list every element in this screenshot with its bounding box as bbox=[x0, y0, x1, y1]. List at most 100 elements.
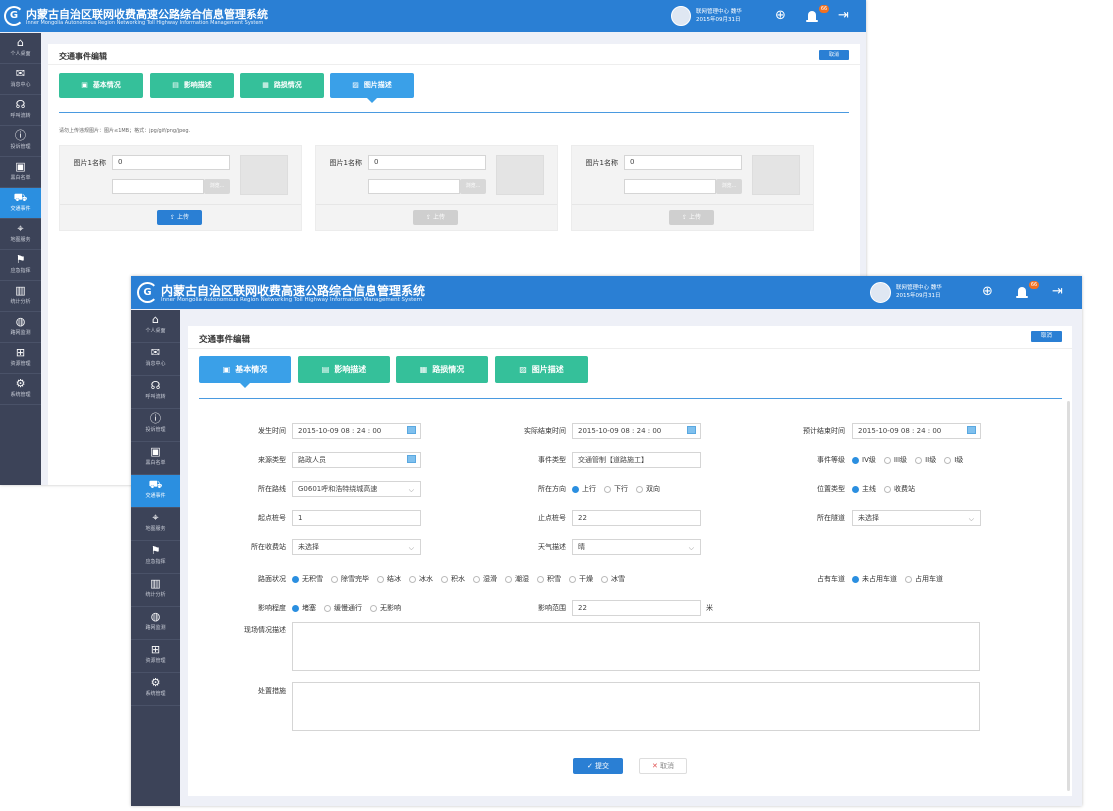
sidebar-item-7[interactable]: ⚑ 应急指挥 bbox=[131, 541, 180, 574]
radio-checked[interactable] bbox=[292, 575, 299, 583]
toll_station-select[interactable]: 未选择 ⌵ bbox=[292, 539, 421, 555]
search-zoom-icon[interactable]: ⊕ bbox=[982, 284, 993, 299]
lane-option[interactable]: 未占用车道 bbox=[852, 574, 897, 584]
avatar[interactable] bbox=[671, 6, 691, 26]
radio-unchecked[interactable] bbox=[601, 575, 608, 583]
upload-button[interactable]: ⇪ 上传 bbox=[669, 210, 714, 225]
upload-button[interactable]: ⇪ 上传 bbox=[413, 210, 458, 225]
tab-impact[interactable]: ▤ 影响描述 bbox=[150, 73, 234, 98]
bell-icon[interactable] bbox=[806, 10, 818, 24]
road_surface-option[interactable]: 无积雪 bbox=[292, 574, 323, 584]
sidebar-item-3[interactable]: ⓘ 投诉管理 bbox=[131, 409, 180, 442]
calendar-icon[interactable] bbox=[967, 426, 976, 434]
radio-unchecked[interactable] bbox=[505, 575, 512, 583]
sidebar-item-9[interactable]: ◍ 路网监测 bbox=[131, 607, 180, 640]
road_surface-option[interactable]: 冰雪 bbox=[601, 574, 625, 584]
radio-unchecked[interactable] bbox=[331, 575, 338, 583]
browse-button[interactable]: 浏览... bbox=[460, 179, 486, 194]
sidebar-item-0[interactable]: ⌂ 个人桌面 bbox=[131, 310, 180, 343]
sidebar-item-11[interactable]: ⚙ 系统管理 bbox=[0, 374, 41, 405]
sidebar-item-0[interactable]: ⌂ 个人桌面 bbox=[0, 33, 41, 64]
weather-select[interactable]: 晴 ⌵ bbox=[572, 539, 701, 555]
search-zoom-icon[interactable]: ⊕ bbox=[775, 8, 786, 23]
radio-unchecked[interactable] bbox=[569, 575, 576, 583]
radio-checked[interactable] bbox=[852, 575, 859, 583]
file-path-input[interactable] bbox=[112, 179, 204, 194]
scene-textarea[interactable] bbox=[292, 622, 980, 671]
start_stake-input[interactable]: 1 bbox=[292, 510, 421, 526]
impact-option[interactable]: 堵塞 bbox=[292, 603, 316, 613]
road_surface-option[interactable]: 结冰 bbox=[377, 574, 401, 584]
actual_end-input[interactable]: 2015-10-09 08 : 24 : 00 bbox=[572, 423, 701, 439]
sidebar-item-3[interactable]: ⓘ 投诉管理 bbox=[0, 126, 41, 157]
file-path-input[interactable] bbox=[624, 179, 716, 194]
sidebar-item-8[interactable]: ▥ 统计分析 bbox=[0, 281, 41, 312]
radio-unchecked[interactable] bbox=[944, 456, 952, 464]
sidebar-item-6[interactable]: ⌖ 地图服务 bbox=[0, 219, 41, 250]
radio-unchecked[interactable] bbox=[441, 575, 448, 583]
tunnel-select[interactable]: 未选择 ⌵ bbox=[852, 510, 981, 526]
road_surface-option[interactable]: 积水 bbox=[441, 574, 465, 584]
radio-checked[interactable] bbox=[572, 485, 579, 493]
scrollbar[interactable] bbox=[1067, 401, 1070, 791]
end_stake-input[interactable]: 22 bbox=[572, 510, 701, 526]
radio-checked[interactable] bbox=[852, 485, 859, 493]
radio-unchecked[interactable] bbox=[905, 575, 912, 583]
image-name-input[interactable]: 0 bbox=[624, 155, 742, 170]
radio-checked[interactable] bbox=[852, 456, 859, 464]
direction-option[interactable]: 上行 bbox=[572, 484, 596, 494]
road_surface-option[interactable]: 干燥 bbox=[569, 574, 593, 584]
calendar-icon[interactable] bbox=[687, 426, 696, 434]
radio-unchecked[interactable] bbox=[604, 485, 611, 493]
cancel-button[interactable]: 取消 bbox=[1031, 331, 1062, 342]
direction-option[interactable]: 双向 bbox=[636, 484, 660, 494]
radio-unchecked[interactable] bbox=[537, 575, 544, 583]
sidebar-item-1[interactable]: ✉ 消息中心 bbox=[0, 64, 41, 95]
sidebar-item-10[interactable]: ⊞ 资源管理 bbox=[131, 640, 180, 673]
calendar-icon[interactable] bbox=[407, 455, 416, 463]
sidebar-item-9[interactable]: ◍ 路网监测 bbox=[0, 312, 41, 343]
tab-impact[interactable]: ▤ 影响描述 bbox=[298, 356, 390, 383]
tab-basic[interactable]: ▣ 基本情况 bbox=[59, 73, 143, 98]
event_level-option[interactable]: I级 bbox=[944, 455, 963, 465]
bell-icon[interactable] bbox=[1016, 286, 1028, 300]
impact-option[interactable]: 缓慢通行 bbox=[324, 603, 362, 613]
route-select[interactable]: G0601呼和浩特绕城高速 ⌵ bbox=[292, 481, 421, 497]
road_surface-option[interactable]: 积雪 bbox=[537, 574, 561, 584]
impact_range-input[interactable]: 22 bbox=[572, 600, 701, 616]
logout-icon[interactable]: ⇥ bbox=[838, 8, 849, 23]
lane-option[interactable]: 占用车道 bbox=[905, 574, 943, 584]
sidebar-item-10[interactable]: ⊞ 资源管理 bbox=[0, 343, 41, 374]
sidebar-item-7[interactable]: ⚑ 应急指挥 bbox=[0, 250, 41, 281]
radio-unchecked[interactable] bbox=[473, 575, 480, 583]
submit-button[interactable]: ✓ 提交 bbox=[573, 758, 623, 774]
radio-unchecked[interactable] bbox=[409, 575, 416, 583]
radio-unchecked[interactable] bbox=[377, 575, 384, 583]
image-name-input[interactable]: 0 bbox=[368, 155, 486, 170]
tab-images[interactable]: ▨ 图片描述 bbox=[330, 73, 414, 103]
sidebar-item-5[interactable]: ⛟ 交通事件 bbox=[0, 188, 41, 219]
sidebar-item-11[interactable]: ⚙ 系统管理 bbox=[131, 673, 180, 706]
sidebar-item-8[interactable]: ▥ 统计分析 bbox=[131, 574, 180, 607]
browse-button[interactable]: 浏览... bbox=[204, 179, 230, 194]
event_level-option[interactable]: III级 bbox=[883, 455, 907, 465]
source_type-input[interactable]: 路政人员 bbox=[292, 452, 421, 468]
form-cancel-button[interactable]: ✕ 取消 bbox=[639, 758, 687, 774]
file-path-input[interactable] bbox=[368, 179, 460, 194]
calendar-icon[interactable] bbox=[407, 426, 416, 434]
event_level-option[interactable]: IV级 bbox=[852, 455, 876, 465]
tab-damage[interactable]: ▦ 路损情况 bbox=[396, 356, 488, 383]
radio-unchecked[interactable] bbox=[636, 485, 643, 493]
sidebar-item-2[interactable]: ☊ 呼叫流转 bbox=[0, 95, 41, 126]
radio-unchecked[interactable] bbox=[370, 604, 377, 612]
road_surface-option[interactable]: 潮湿 bbox=[505, 574, 529, 584]
sidebar-item-5[interactable]: ⛟ 交通事件 bbox=[131, 475, 180, 508]
position_type-option[interactable]: 收费站 bbox=[884, 484, 915, 494]
sidebar-item-2[interactable]: ☊ 呼叫流转 bbox=[131, 376, 180, 409]
road_surface-option[interactable]: 冰水 bbox=[409, 574, 433, 584]
event_type-input[interactable]: 交通管制【道路施工】 bbox=[572, 452, 701, 468]
road_surface-option[interactable]: 湿滑 bbox=[473, 574, 497, 584]
radio-checked[interactable] bbox=[292, 604, 299, 612]
expected_end-input[interactable]: 2015-10-09 08 : 24 : 00 bbox=[852, 423, 981, 439]
image-name-input[interactable]: 0 bbox=[112, 155, 230, 170]
